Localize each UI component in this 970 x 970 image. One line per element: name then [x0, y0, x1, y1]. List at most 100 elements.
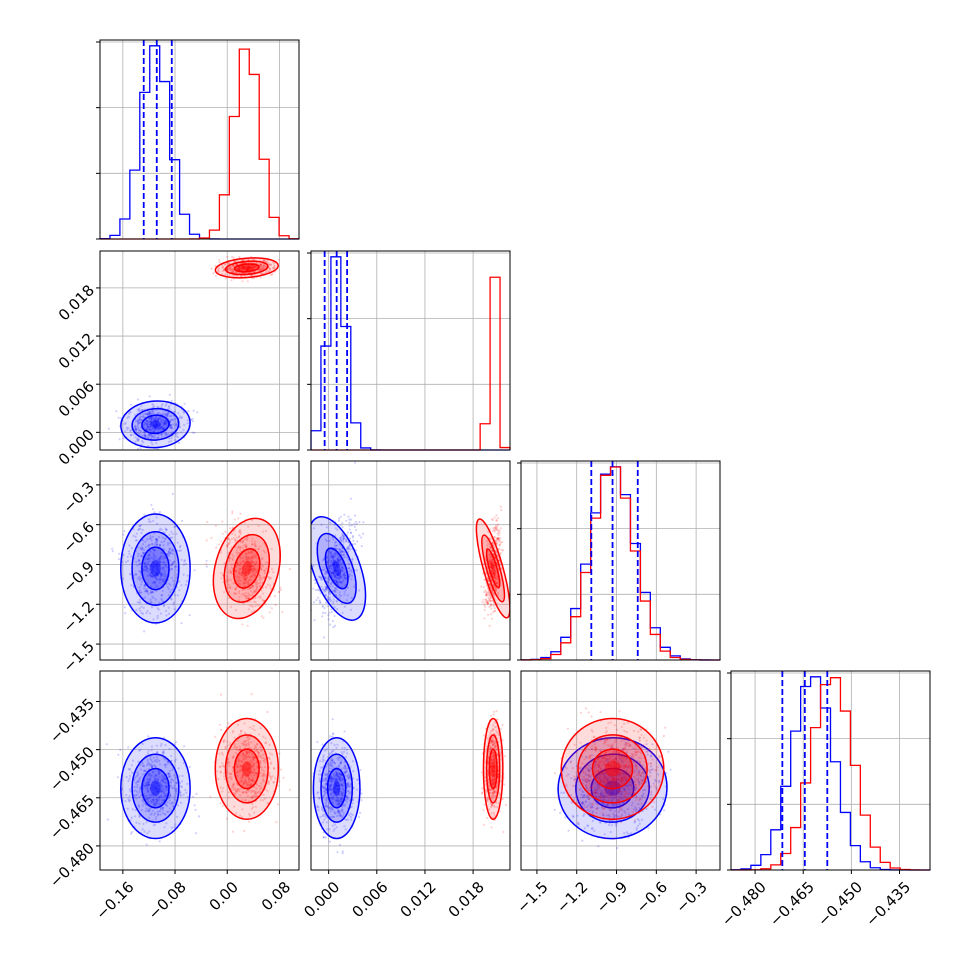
scatter-point [158, 536, 161, 539]
scatter-point [497, 534, 500, 537]
scatter-point [331, 602, 335, 605]
scatter-point [146, 561, 149, 564]
scatter-point [486, 577, 489, 580]
panel-content [311, 671, 510, 870]
scatter-point [336, 557, 339, 561]
scatter-point [167, 612, 170, 615]
scatter-point [253, 609, 256, 612]
scatter-point [191, 417, 194, 420]
scatter-point [146, 413, 149, 416]
scatter-point [258, 269, 262, 272]
scatter-point [493, 573, 496, 577]
scatter-point [333, 554, 336, 557]
scatter-point [149, 572, 152, 575]
scatter-point [130, 584, 133, 587]
scatter-point [499, 551, 502, 554]
scatter-point [146, 420, 149, 423]
scatter-point [263, 576, 266, 579]
scatter-point [144, 545, 147, 549]
scatter-point [338, 591, 341, 594]
scatter-point [177, 767, 180, 770]
scatter-point [124, 421, 127, 424]
scatter-point [138, 525, 141, 528]
scatter-point [162, 557, 165, 560]
scatter-point [336, 574, 339, 577]
scatter-point [138, 579, 141, 582]
scatter-point [485, 592, 488, 595]
scatter-point [270, 607, 273, 610]
scatter-point [240, 573, 244, 576]
scatter-point [343, 551, 346, 554]
scatter-point [169, 424, 172, 427]
scatter-point [175, 789, 178, 792]
scatter-point [183, 560, 186, 563]
scatter-point [247, 268, 250, 271]
scatter-point [150, 795, 153, 799]
scatter-point [158, 412, 161, 415]
scatter-point [251, 591, 254, 595]
scatter-point [491, 567, 494, 570]
scatter-point [142, 568, 145, 571]
scatter-point [493, 573, 496, 576]
scatter-point [179, 791, 182, 795]
scatter-point [229, 527, 232, 530]
scatter-point [231, 510, 234, 513]
scatter-point [278, 258, 281, 261]
density-contour-1-3 [490, 560, 496, 576]
scatter-point [486, 591, 489, 594]
scatter-point [161, 418, 164, 421]
scatter-point [149, 520, 152, 523]
scatter-point [157, 425, 160, 428]
scatter-point [162, 428, 165, 431]
scatter-point [488, 597, 491, 600]
scatter-point [227, 560, 230, 563]
scatter-point [500, 548, 503, 552]
scatter-point [267, 263, 271, 266]
scatter-point [330, 572, 333, 575]
scatter-point [244, 268, 247, 272]
scatter-point [331, 733, 334, 736]
scatter-point [155, 540, 158, 543]
scatter-point [338, 559, 341, 562]
scatter-point [334, 565, 337, 569]
scatter-point [485, 599, 488, 602]
scatter-point [227, 537, 230, 541]
scatter-point [153, 430, 156, 433]
scatter-point [504, 803, 507, 807]
scatter-point [138, 601, 141, 604]
scatter-point [150, 421, 153, 424]
scatter-point [157, 559, 160, 562]
scatter-point [498, 543, 502, 546]
scatter-point [241, 623, 244, 626]
scatter-point [253, 574, 257, 577]
scatter-point [135, 797, 138, 800]
scatter-point [140, 548, 144, 551]
scatter-point [487, 558, 490, 561]
scatter-point [162, 544, 165, 547]
scatter-point [264, 551, 267, 554]
scatter-point [491, 563, 494, 566]
scatter-point [148, 560, 151, 563]
scatter-point [149, 425, 152, 428]
density-contour-1-0 [212, 517, 281, 620]
scatter-point [164, 763, 167, 766]
scatter-point [193, 569, 196, 572]
scatter-point [351, 557, 354, 560]
scatter-point [149, 550, 152, 553]
scatter-point [247, 266, 250, 269]
scatter-point [238, 536, 241, 539]
scatter-point [159, 785, 162, 788]
scatter-point [151, 508, 154, 511]
scatter-point [491, 563, 494, 566]
scatter-point [499, 505, 502, 508]
scatter-point [152, 788, 155, 791]
scatter-point [247, 820, 251, 823]
scatter-point [229, 571, 232, 574]
scatter-point [248, 586, 251, 589]
scatter-point [499, 527, 502, 530]
scatter-point [483, 601, 486, 604]
scatter-point [279, 588, 283, 592]
scatter-point [119, 748, 122, 752]
scatter-point [147, 544, 150, 547]
scatter-point [256, 585, 259, 589]
